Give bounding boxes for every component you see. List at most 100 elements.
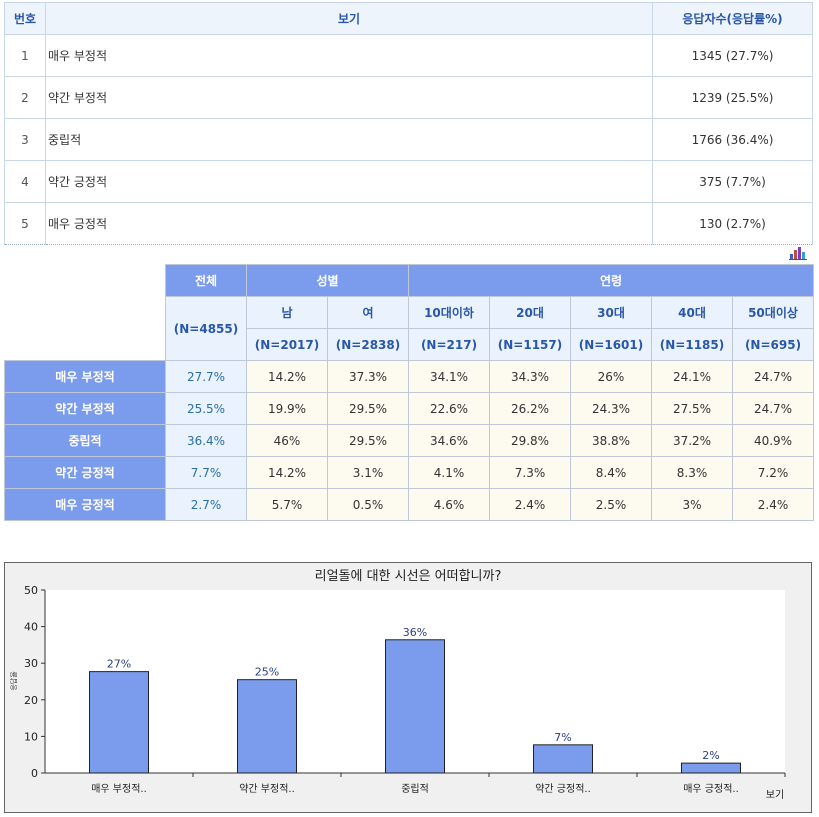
col-female: 여 [327, 296, 409, 329]
table-row: 1 매우 부정적 1345 (27.7%) [4, 34, 813, 77]
row-option: 약간 부정적 [45, 76, 653, 119]
cell-value: 4.6% [408, 488, 490, 521]
summary-header-row: 번호 보기 응답자수(응답률%) [4, 2, 813, 35]
x-axis-label: 보기 [766, 789, 784, 801]
data-label: 7% [554, 731, 571, 744]
cell-value: 29.5% [327, 392, 409, 425]
cell-value: 0.5% [327, 488, 409, 521]
x-tick-label: 약간 긍정적.. [535, 783, 591, 795]
cell-value: 24.7% [732, 392, 814, 425]
row-number: 1 [4, 34, 46, 77]
summary-table: 번호 보기 응답자수(응답률%) 1 매우 부정적 1345 (27.7%) 2… [4, 2, 813, 245]
row-option: 약간 긍정적 [45, 160, 653, 203]
y-axis-label: 응답율 [9, 671, 18, 691]
cell-value: 24.7% [732, 360, 814, 393]
cell-value: 46% [246, 424, 328, 457]
cell-total: 7.7% [165, 456, 247, 489]
row-label: 중립적 [4, 424, 166, 457]
row-number: 4 [4, 160, 46, 203]
row-label: 매우 긍정적 [4, 488, 166, 521]
row-option: 매우 긍정적 [45, 202, 653, 245]
col-age-50-n: (N=695) [732, 328, 814, 361]
header-option: 보기 [45, 2, 653, 35]
bar [385, 639, 445, 774]
cell-value: 7.3% [489, 456, 571, 489]
cell-value: 2.4% [489, 488, 571, 521]
cell-value: 19.9% [246, 392, 328, 425]
cell-total: 25.5% [165, 392, 247, 425]
table-row: 4 약간 긍정적 375 (7.7%) [4, 160, 813, 203]
table-row: 매우 부정적 27.7% 14.2% 37.3% 34.1% 34.3% 26% 24.1% 2… [4, 360, 814, 393]
col-age-10-n: (N=217) [408, 328, 490, 361]
row-count: 1345 (27.7%) [652, 34, 813, 77]
x-tick-label: 중립적 [401, 782, 429, 795]
cell-value: 24.3% [570, 392, 652, 425]
cell-value: 14.2% [246, 456, 328, 489]
col-age-40: 40대 [651, 296, 733, 329]
col-male: 남 [246, 296, 328, 329]
cell-value: 40.9% [732, 424, 814, 457]
col-age-10: 10대이하 [408, 296, 490, 329]
row-count: 1766 (36.4%) [652, 118, 813, 161]
row-number: 3 [4, 118, 46, 161]
bar-chart: 리얼돌에 대한 시선은 어떠합니까? 0 10 20 30 40 50 응답율 27% 매우 부정… [9, 569, 786, 801]
cell-value: 29.5% [327, 424, 409, 457]
row-option: 매우 부정적 [45, 34, 653, 77]
cell-value: 7.2% [732, 456, 814, 489]
x-tick-label: 매우 긍정적.. [683, 783, 739, 795]
col-female-n: (N=2838) [327, 328, 409, 361]
data-label: 27% [107, 658, 131, 671]
cell-total: 27.7% [165, 360, 247, 393]
y-tick-label: 20 [24, 694, 38, 707]
data-label: 25% [255, 666, 279, 679]
cell-total: 36.4% [165, 424, 247, 457]
row-number: 2 [4, 76, 46, 119]
cell-value: 26% [570, 360, 652, 393]
cell-value: 8.4% [570, 456, 652, 489]
y-tick-label: 40 [24, 621, 38, 634]
table-row: 약간 긍정적 7.7% 14.2% 3.1% 4.1% 7.3% 8.4% 8.3% 7.2% [4, 456, 814, 489]
col-age-20-n: (N=1157) [489, 328, 571, 361]
cell-value: 22.6% [408, 392, 490, 425]
col-age-30: 30대 [570, 296, 652, 329]
cell-value: 26.2% [489, 392, 571, 425]
col-age-30-n: (N=1601) [570, 328, 652, 361]
cell-value: 27.5% [651, 392, 733, 425]
col-age-20: 20대 [489, 296, 571, 329]
header-count: 응답자수(응답률%) [652, 2, 813, 35]
cell-value: 4.1% [408, 456, 490, 489]
row-option: 중립적 [45, 118, 653, 161]
header-total: 전체 [165, 264, 247, 297]
cell-total: 2.7% [165, 488, 247, 521]
y-tick-label: 50 [24, 584, 38, 597]
row-label: 매우 부정적 [4, 360, 166, 393]
cell-value: 34.6% [408, 424, 490, 457]
row-number: 5 [4, 202, 46, 245]
table-row: 3 중립적 1766 (36.4%) [4, 118, 813, 161]
header-total-n: (N=4855) [165, 296, 247, 361]
header-age: 연령 [408, 264, 814, 297]
bar-chart-icon[interactable] [789, 246, 807, 260]
x-tick-label: 약간 부정적.. [239, 783, 295, 795]
bar [237, 679, 297, 774]
col-male-n: (N=2017) [246, 328, 328, 361]
data-label: 36% [403, 626, 427, 639]
col-age-50: 50대이상 [732, 296, 814, 329]
cell-value: 38.8% [570, 424, 652, 457]
cell-value: 14.2% [246, 360, 328, 393]
cell-value: 37.3% [327, 360, 409, 393]
data-label: 2% [702, 749, 719, 762]
cell-value: 24.1% [651, 360, 733, 393]
col-age-40-n: (N=1185) [651, 328, 733, 361]
y-tick-label: 10 [24, 730, 38, 743]
row-label: 약간 긍정적 [4, 456, 166, 489]
table-row: 약간 부정적 25.5% 19.9% 29.5% 22.6% 26.2% 24.3% 27.5… [4, 392, 814, 425]
bar [681, 762, 741, 774]
cell-value: 8.3% [651, 456, 733, 489]
cell-value: 37.2% [651, 424, 733, 457]
table-row: 중립적 36.4% 46% 29.5% 34.6% 29.8% 38.8% 37.2% 40.9… [4, 424, 814, 457]
cell-value: 5.7% [246, 488, 328, 521]
header-number: 번호 [4, 2, 46, 35]
y-tick-label: 0 [31, 767, 38, 780]
cell-value: 3% [651, 488, 733, 521]
